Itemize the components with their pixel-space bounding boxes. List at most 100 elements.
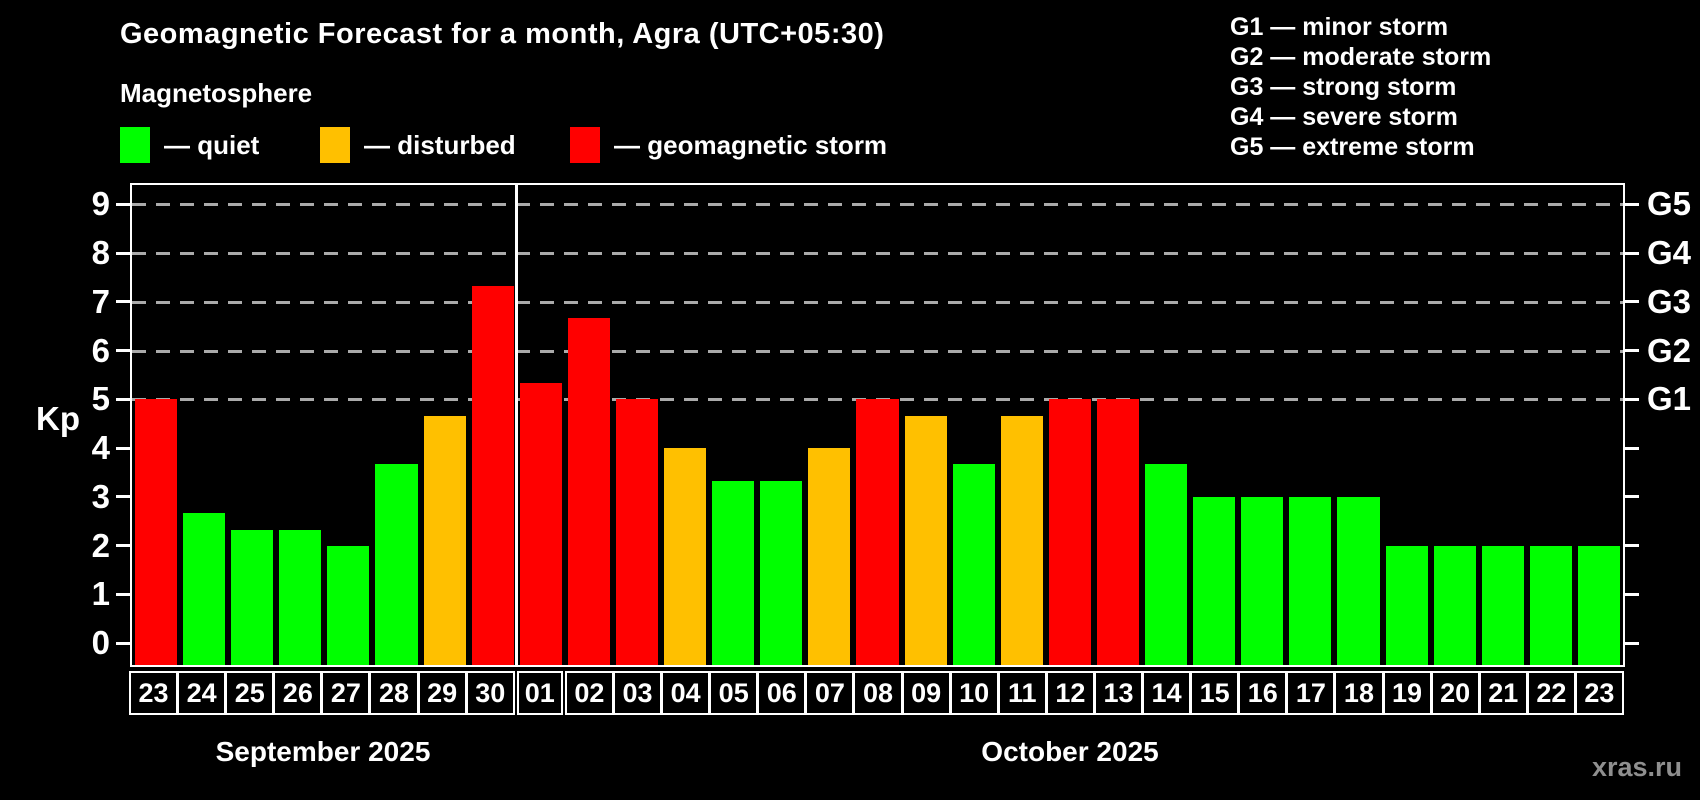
y-tick-label-8: 8 — [91, 234, 110, 272]
day-label-box-24-sep: 24 — [177, 671, 227, 715]
day-label-box-04-oct: 04 — [661, 671, 711, 715]
left-axis-tick-8 — [116, 251, 130, 255]
kp-bar-day-06-oct — [760, 480, 803, 665]
month-label-september: September 2025 — [215, 736, 431, 767]
y-tick-label-2: 2 — [91, 526, 110, 564]
kp-bar-day-24-sep — [183, 512, 226, 665]
day-label-box-20-oct: 20 — [1430, 671, 1480, 715]
left-axis-tick-4 — [116, 446, 130, 450]
legend-item-disturbed: — disturbed — [320, 126, 516, 164]
right-axis-tick-1 — [1625, 592, 1639, 596]
day-label-box-01-oct: 01 — [516, 671, 563, 715]
day-label-box-30-sep: 30 — [465, 671, 515, 715]
kp-bar-day-11-oct — [1000, 415, 1043, 665]
day-label-box-09-oct: 09 — [901, 671, 951, 715]
g2-legend-line: G2 — moderate storm — [1230, 43, 1492, 71]
right-axis-tick-0 — [1625, 641, 1639, 645]
day-label-box-17-oct: 17 — [1286, 671, 1336, 715]
y-tick-label-5: 5 — [91, 380, 110, 418]
legend-label-disturbed: — disturbed — [364, 129, 516, 160]
day-label-box-22-oct: 22 — [1526, 671, 1576, 715]
storm-scale-legend: G1 — minor storm G2 — moderate storm G3 … — [1230, 12, 1491, 162]
right-axis-label-g2: G2 — [1647, 331, 1692, 369]
kp-bar-day-30-sep — [471, 285, 514, 665]
y-tick-label-1: 1 — [91, 575, 110, 613]
right-axis-tick-6 — [1625, 349, 1639, 353]
left-axis-tick-2 — [116, 544, 130, 548]
left-axis-tick-5 — [116, 397, 130, 401]
month-label-october: October 2025 — [981, 736, 1159, 767]
day-label-box-19-oct: 19 — [1382, 671, 1432, 715]
day-label-box-21-oct: 21 — [1478, 671, 1528, 715]
day-label-box-10-oct: 10 — [949, 671, 999, 715]
right-axis-label-g4: G4 — [1647, 234, 1692, 272]
y-tick-label-4: 4 — [91, 429, 110, 467]
day-label-box-05-oct: 05 — [709, 671, 759, 715]
left-axis-tick-3 — [116, 495, 130, 499]
y-tick-label-7: 7 — [91, 282, 110, 320]
legend-label-quiet: — quiet — [164, 129, 260, 160]
magnetosphere-label: Magnetosphere — [120, 78, 313, 108]
month-divider-line — [515, 185, 519, 665]
kp-bar-day-29-sep — [423, 415, 466, 665]
gridline-kp-9 — [132, 203, 1623, 207]
kp-bar-day-02-oct — [567, 318, 610, 665]
day-label-box-16-oct: 16 — [1238, 671, 1288, 715]
page-title: Geomagnetic Forecast for a month, Agra (… — [120, 18, 885, 50]
gridline-kp-8 — [132, 252, 1623, 256]
day-label-box-15-oct: 15 — [1190, 671, 1240, 715]
left-axis-tick-7 — [116, 300, 130, 304]
kp-bar-day-25-sep — [231, 529, 274, 665]
day-label-box-28-sep: 28 — [369, 671, 419, 715]
day-label-box-03-oct: 03 — [612, 671, 663, 715]
plot-area — [130, 183, 1625, 667]
day-label-box-23-oct: 23 — [1574, 671, 1624, 715]
y-axis-title: Kp — [36, 400, 80, 437]
kp-bar-day-16-oct — [1241, 496, 1284, 665]
day-label-box-02-oct: 02 — [564, 671, 614, 715]
watermark: xras.ru — [1591, 752, 1682, 782]
kp-bar-day-05-oct — [712, 480, 755, 665]
kp-bar-day-28-sep — [375, 464, 418, 665]
day-label-box-25-sep: 25 — [225, 671, 275, 715]
kp-bar-day-01-oct — [519, 383, 562, 665]
kp-bar-day-13-oct — [1096, 399, 1140, 665]
day-label-box-12-oct: 12 — [1045, 671, 1095, 715]
y-tick-label-9: 9 — [91, 185, 110, 223]
day-label-box-06-oct: 06 — [757, 671, 807, 715]
kp-bar-day-22-oct — [1529, 545, 1572, 665]
kp-bar-day-23-oct — [1577, 545, 1620, 665]
right-axis-tick-2 — [1625, 544, 1639, 548]
kp-bar-day-04-oct — [664, 448, 707, 665]
g4-legend-line: G4 — severe storm — [1230, 103, 1458, 131]
storm-color-swatch — [570, 127, 600, 163]
kp-bar-day-10-oct — [952, 464, 995, 665]
y-tick-label-6: 6 — [91, 331, 110, 369]
g5-legend-line: G5 — extreme storm — [1230, 133, 1475, 161]
right-axis-tick-7 — [1625, 300, 1639, 304]
kp-bar-day-07-oct — [808, 448, 851, 665]
kp-bar-day-14-oct — [1145, 464, 1188, 665]
day-label-box-29-sep: 29 — [417, 671, 467, 715]
legend-item-storm: — geomagnetic storm — [570, 126, 887, 164]
y-tick-label-3: 3 — [91, 477, 110, 515]
kp-bar-day-19-oct — [1385, 545, 1428, 665]
g1-legend-line: G1 — minor storm — [1230, 13, 1449, 41]
right-axis-label-g3: G3 — [1647, 282, 1692, 320]
day-label-box-26-sep: 26 — [273, 671, 323, 715]
quiet-color-swatch — [120, 127, 150, 163]
right-axis-tick-3 — [1625, 495, 1639, 499]
right-axis-tick-5 — [1625, 397, 1639, 401]
left-axis-tick-9 — [116, 202, 130, 206]
kp-bar-day-17-oct — [1289, 496, 1332, 665]
day-label-box-27-sep: 27 — [321, 671, 371, 715]
right-axis-label-g1: G1 — [1647, 380, 1692, 418]
kp-bar-day-21-oct — [1481, 545, 1524, 665]
g3-legend-line: G3 — strong storm — [1230, 73, 1457, 101]
disturbed-color-swatch — [320, 127, 350, 163]
legend-item-quiet: — quiet — [120, 126, 259, 164]
right-axis-tick-4 — [1625, 446, 1639, 450]
kp-bar-day-15-oct — [1193, 496, 1236, 665]
right-axis-tick-9 — [1625, 202, 1639, 206]
